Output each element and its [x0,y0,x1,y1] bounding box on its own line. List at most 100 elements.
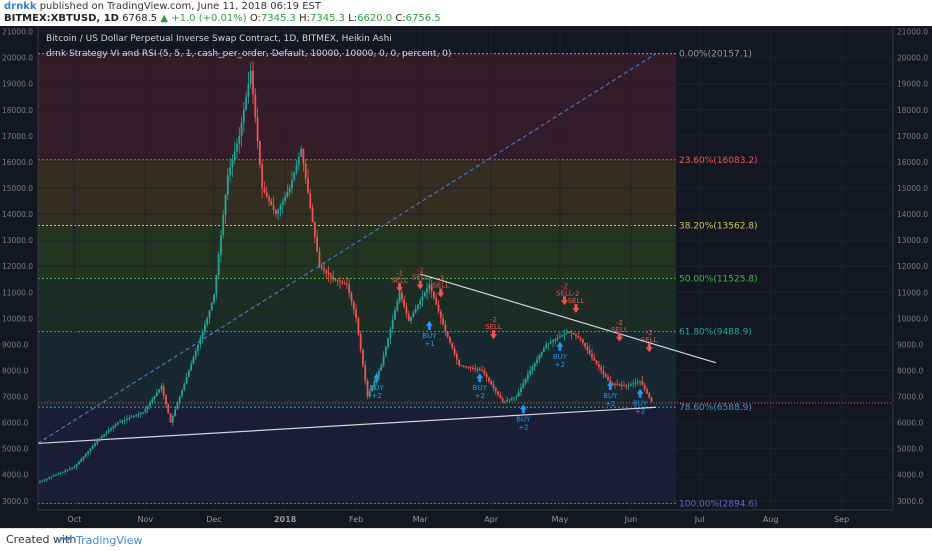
candle-body [529,370,532,375]
candle-body [139,413,142,415]
candle-body [380,365,383,371]
fib-level-label: 0.00%(20157.1) [679,50,752,60]
right-tick-label: 20000.0 [897,54,928,63]
candle-body [217,254,220,275]
candle-body [352,301,355,310]
right-tick-label: 13000.0 [897,236,928,245]
fib-band [38,225,676,279]
candle-body [84,453,87,457]
candle-body [293,172,296,181]
left-tick-label: 13000.0 [2,236,33,245]
candle-body [281,201,284,206]
buy-arrow-icon [425,320,433,330]
candle-body [272,205,275,210]
left-tick-label: 9000.0 [2,340,28,349]
candle-body [332,277,335,280]
candle-body [256,117,259,142]
candle-body [114,424,117,427]
time-axis[interactable]: Oct Nov Dec 2018 Feb Mar Apr May Jun Jul Aug Sep [0,509,932,528]
candle-body [119,421,122,423]
sell-arrow-icon [615,332,623,342]
candle-body [540,351,543,356]
left-tick-label: 8000.0 [2,366,28,375]
sell-label: SELL [641,336,658,344]
candle-body [192,357,195,364]
time-tick-label: Feb [349,515,363,524]
right-tick-label: 21000.0 [897,28,928,37]
author-username[interactable]: drnkk [4,1,37,12]
right-tick-label: 12000.0 [897,262,928,271]
candle-body [476,368,479,370]
fib-level-label: 61.80%(9488.9) [679,328,752,338]
candle-body [565,332,568,334]
candle-body [442,317,445,325]
candle-body [313,222,316,237]
candle-body [627,385,630,387]
published-text: published on TradingView.com, June 11, 2… [39,1,321,12]
candle-body [531,366,534,371]
sell-label: SELL [611,326,628,334]
candle-body [646,389,648,394]
fib-band [38,53,676,160]
candle-body [494,387,497,392]
candle-body [588,350,591,354]
buy-label: BUY [422,332,437,340]
candle-body [517,392,520,397]
fib-band [38,331,676,408]
candle-body [474,368,477,370]
right-tick-label: 15000.0 [897,184,928,193]
candle-body [382,356,385,366]
candle-body [48,477,51,479]
right-tick-label: 9000.0 [897,340,923,349]
left-price-axis: 21000.0 20000.0 19000.0 18000.0 17000.0 16000… [0,26,39,528]
candle-body [437,304,440,312]
candle-body [581,339,584,343]
candle-body [82,456,85,460]
right-price-axis[interactable]: 21000.0 20000.0 19000.0 18000.0 17000.0 16000… [892,26,932,528]
right-tick-label: 4000.0 [897,471,923,480]
trendline-resistance[interactable] [420,273,716,364]
candle-body [524,379,527,384]
candle-body [506,400,509,401]
candle-body [137,414,140,416]
close-label: C: [395,13,406,24]
publication-line: drnkk published on TradingView.com, June… [4,1,321,12]
left-tick-label: 5000.0 [2,445,28,454]
candle-body [419,300,422,305]
buy-qty: +2 [605,400,615,408]
candle-body [648,393,651,398]
candle-body [641,380,644,386]
right-tick-label: 14000.0 [897,210,928,219]
candle-body [467,366,470,368]
candle-body [94,443,96,447]
buy-qty: +2 [372,392,382,400]
sell-label: SELL [568,297,585,305]
buy-label: BUY [473,384,488,392]
candle-body [297,156,300,165]
ohlc-readout: BITMEX:XBTUSD, 1D 6768.5 ▲ +1.0 (+0.01%)… [4,13,441,24]
candle-body [210,302,213,311]
candle-body [563,333,566,336]
candle-body [357,318,360,334]
sell-arrow-icon [396,283,404,293]
price-change: ▲ +1.0 (+0.01%) [160,13,247,24]
candle-body [91,446,94,449]
candle-body [208,310,211,319]
tradingview-brand[interactable]: TradingView [58,531,142,549]
candle-body [471,367,474,369]
candle-body [329,274,332,278]
close-value: 6756.5 [405,13,441,24]
buy-label: BUY [633,400,648,408]
candle-body [327,272,330,275]
sell-label: SELL [432,281,449,289]
candle-body [116,422,119,425]
trendline-support[interactable] [37,406,657,445]
buy-arrow-icon [373,373,381,383]
trendlines[interactable] [37,53,893,445]
candle-body [146,405,149,409]
trendline-fib-diagonal[interactable] [37,53,657,444]
left-tick-label: 19000.0 [2,80,33,89]
candle-body [378,370,380,376]
price-chart[interactable]: -1SELLBUY+2-2SELLBUY+1-1SELLBUY+2-2SELLB… [0,26,932,528]
candle-body [366,380,369,397]
